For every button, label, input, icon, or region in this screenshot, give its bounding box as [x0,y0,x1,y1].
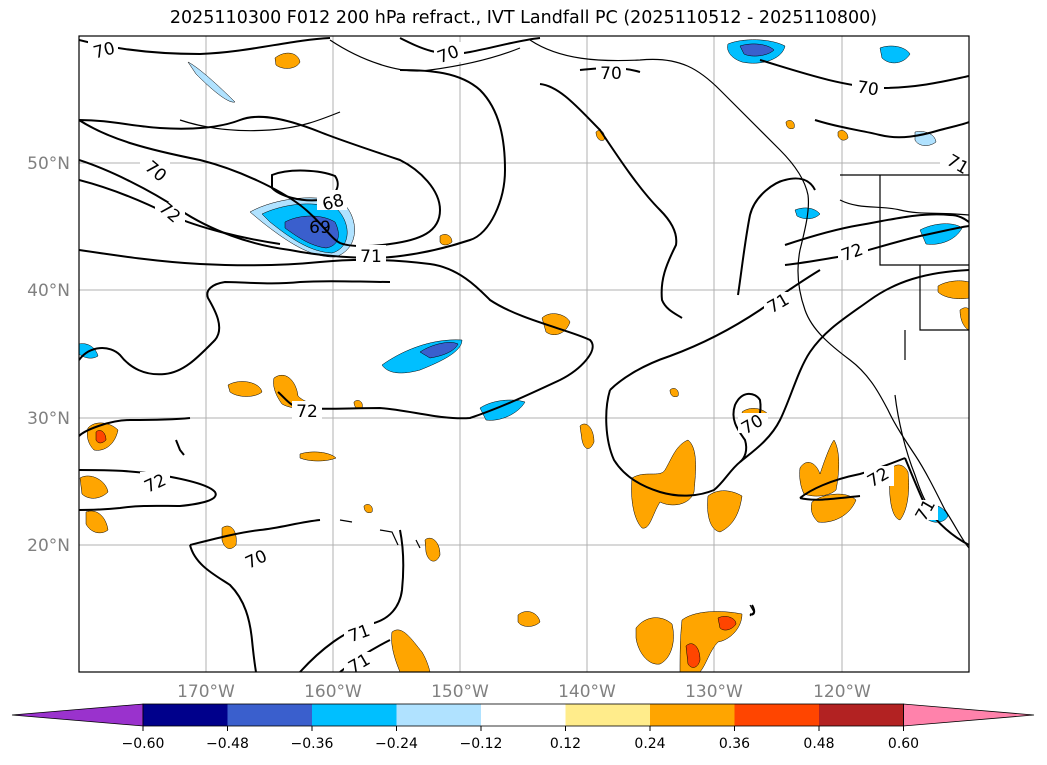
colorbar-segment [227,704,312,726]
lon-label: 130°W [685,682,743,702]
gridlines [79,36,969,672]
colorbar-segment [481,704,566,726]
colorbar-tick-label: −0.60 [122,736,165,752]
lon-labels: 170°W 160°W 150°W 140°W 130°W 120°W [177,682,871,702]
contour-label: 71 [360,247,382,267]
colorbar-tick-label: −0.36 [291,736,334,752]
contour-label: 72 [296,402,318,422]
map-frame [78,35,970,673]
contour-label: 69 [309,218,331,238]
lat-label: 30°N [27,409,70,429]
colorbar-frame [142,703,904,727]
colorbar-tick-label: 0.36 [719,736,750,752]
chart-title: 2025110300 F012 200 hPa refract., IVT La… [169,8,878,28]
lon-label: 150°W [431,682,489,702]
colorbar-tick-label: 0.12 [550,736,581,752]
colorbar-tick-label: 0.60 [888,736,919,752]
contour-label: 70 [600,64,622,84]
colorbar: −0.60 −0.48 −0.36 −0.24 −0.12 0.12 0.24 0.36 0.4… [11,703,1035,752]
map-content: 70 70 70 70 71 70 72 68 69 71 72 71 72 [79,36,969,678]
colorbar-tick-label: 0.48 [803,736,834,752]
lon-label: 120°W [813,682,871,702]
colorbar-segment [819,704,904,726]
negative-anomaly-fills [79,39,963,523]
colorbar-segment [650,704,735,726]
colorbar-segment [396,704,481,726]
refractivity-contours [79,37,969,672]
colorbar-tick-label: 0.24 [634,736,665,752]
colorbar-extend-max [903,703,1035,727]
lat-label: 20°N [27,536,70,556]
colorbar-segment [734,704,819,726]
colorbar-segment [312,704,397,726]
lon-label: 160°W [304,682,362,702]
colorbar-segment [143,704,228,726]
contour-label: 70 [856,78,880,101]
colorbar-tick-label: −0.24 [375,736,418,752]
colorbar-tick-label: −0.48 [206,736,249,752]
colorbar-segment [565,704,650,726]
lat-label: 40°N [27,281,70,301]
lat-label: 50°N [27,154,70,174]
lat-labels: 50°N 40°N 30°N 20°N [27,154,70,556]
contour-label: 71 [345,650,374,678]
lon-label: 170°W [177,682,235,702]
colorbar-extend-min [11,703,144,727]
colorbar-tick-label: −0.12 [460,736,503,752]
coastlines [179,39,969,617]
lon-label: 140°W [558,682,616,702]
positive-anomaly-fills [79,52,969,672]
